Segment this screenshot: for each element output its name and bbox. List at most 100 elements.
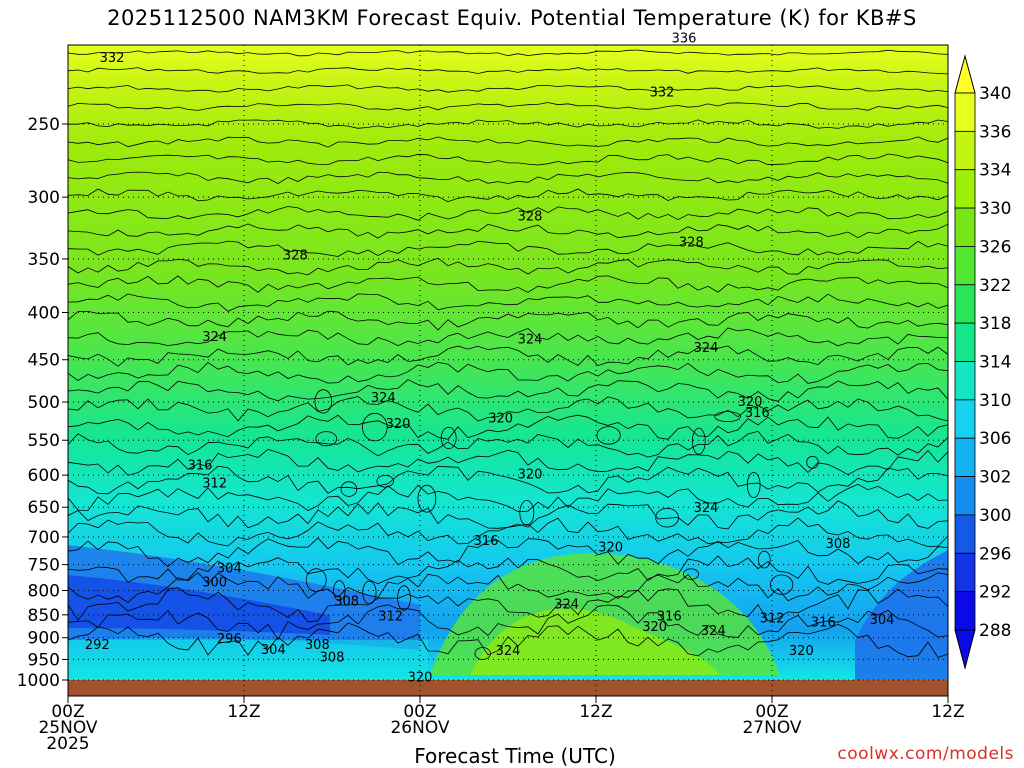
contour-line [67,517,949,548]
colorbar-label: 336 [979,122,1011,142]
credit-link[interactable]: coolwx.com/models [837,744,1014,764]
contour-label-316: 316 [474,534,499,549]
colorbar-label: 330 [979,199,1011,219]
contour-cell [314,389,333,414]
contour-label-304: 304 [217,561,242,576]
x-axis-label: Forecast Time (UTC) [414,744,616,768]
colorbar-top-arrow [954,54,976,94]
contour-label-312: 312 [378,610,403,625]
colorbar-swatch [954,130,976,171]
contour-label-320: 320 [738,395,763,410]
colorbar-label: 314 [979,353,1011,373]
contour-label-324: 324 [701,624,726,639]
x-tick-label: 00Z [51,702,84,722]
contour-cell [655,507,679,528]
contour-label-324: 324 [371,391,396,406]
x-tick-label: 12Z [579,702,612,722]
y-tick-label: 450 [28,351,60,371]
contour-cell [746,471,761,498]
x-tick-label: 00Z [755,702,788,722]
plot-frame [67,44,949,697]
colorbar-swatch [954,207,976,247]
contour-line [67,310,949,331]
contour-label-328: 328 [679,236,704,251]
colorbar-swatch [954,437,976,477]
contour-line [67,257,949,276]
contour-cell [806,455,819,469]
contour-label-304: 304 [261,643,286,658]
colorbar-swatch [954,284,976,324]
contour-line [67,622,949,658]
contour-label-316: 316 [811,615,836,630]
contour-cell [376,474,394,488]
y-tick-label: 250 [28,115,60,135]
contour-cell [417,484,437,513]
contour-line [67,49,949,57]
contour-cell [340,481,358,497]
x-tick-label: 00Z [403,702,436,722]
contour-label-324: 324 [202,330,227,345]
contour-cell [769,574,794,595]
colorbar-label: 306 [979,429,1011,449]
colorbar-swatch [954,476,976,516]
contour-cell [361,412,388,442]
x-tick-label: 27NOV [742,718,801,738]
colorbar-label: 340 [979,84,1011,104]
contour-label-320: 320 [488,412,513,427]
contour-label-328: 328 [518,210,543,225]
contour-label-336: 336 [672,31,697,46]
x-tick-label: 2025 [46,734,89,754]
contour-line [67,240,949,257]
contour-line [67,275,949,293]
contour-label-320: 320 [789,644,814,659]
contour-label-320: 320 [518,467,543,482]
contour-cell [440,426,457,450]
y-tick-label: 300 [28,188,60,208]
contour-label-324: 324 [694,341,719,356]
colorbar-swatch [954,399,976,439]
contour-line [67,448,949,476]
contour-line [67,396,949,422]
contour-label-316: 316 [745,406,770,421]
contour-label-296: 296 [217,632,242,647]
y-tick-label: 550 [28,431,60,451]
colorbar-label: 318 [979,314,1011,334]
contour-cell [362,580,377,605]
y-tick-label: 750 [28,556,60,576]
cold-core-left [68,575,330,635]
contour-cell [474,647,491,660]
contour-label-324: 324 [694,501,719,516]
contour-cell [691,427,706,455]
x-tick-label: 12Z [227,702,260,722]
contour-line [67,587,949,623]
contour-cell [596,426,621,445]
colorbar-swatch [954,92,976,132]
y-tick-label: 350 [28,250,60,270]
colorbar-label: 322 [979,276,1011,296]
contour-line [67,171,949,184]
contour-line [67,345,949,367]
colorbar-swatch [954,552,976,593]
colorbar-label: 334 [979,161,1011,181]
y-tick-label: 600 [28,466,60,486]
contour-label-324: 324 [554,597,579,612]
y-tick-label: 850 [28,606,60,626]
contour-line [67,414,949,440]
colorbar-swatch [954,169,976,209]
colorbar-label: 292 [979,583,1011,603]
contour-label-316: 316 [657,610,682,625]
contour-label-308: 308 [305,638,330,653]
y-axis: 250 300 350 400 450 500 550 600 650 700 750 800 850 9… [17,115,68,691]
colorbar-swatch [954,246,976,286]
colorbar-swatch [954,591,976,631]
contour-line [67,293,949,312]
contour-cell [683,568,699,580]
contour-line [67,102,949,111]
contour-line [67,84,949,93]
contour-label-312: 312 [202,477,227,492]
contour-cell [397,585,411,611]
contour-line [67,327,949,347]
